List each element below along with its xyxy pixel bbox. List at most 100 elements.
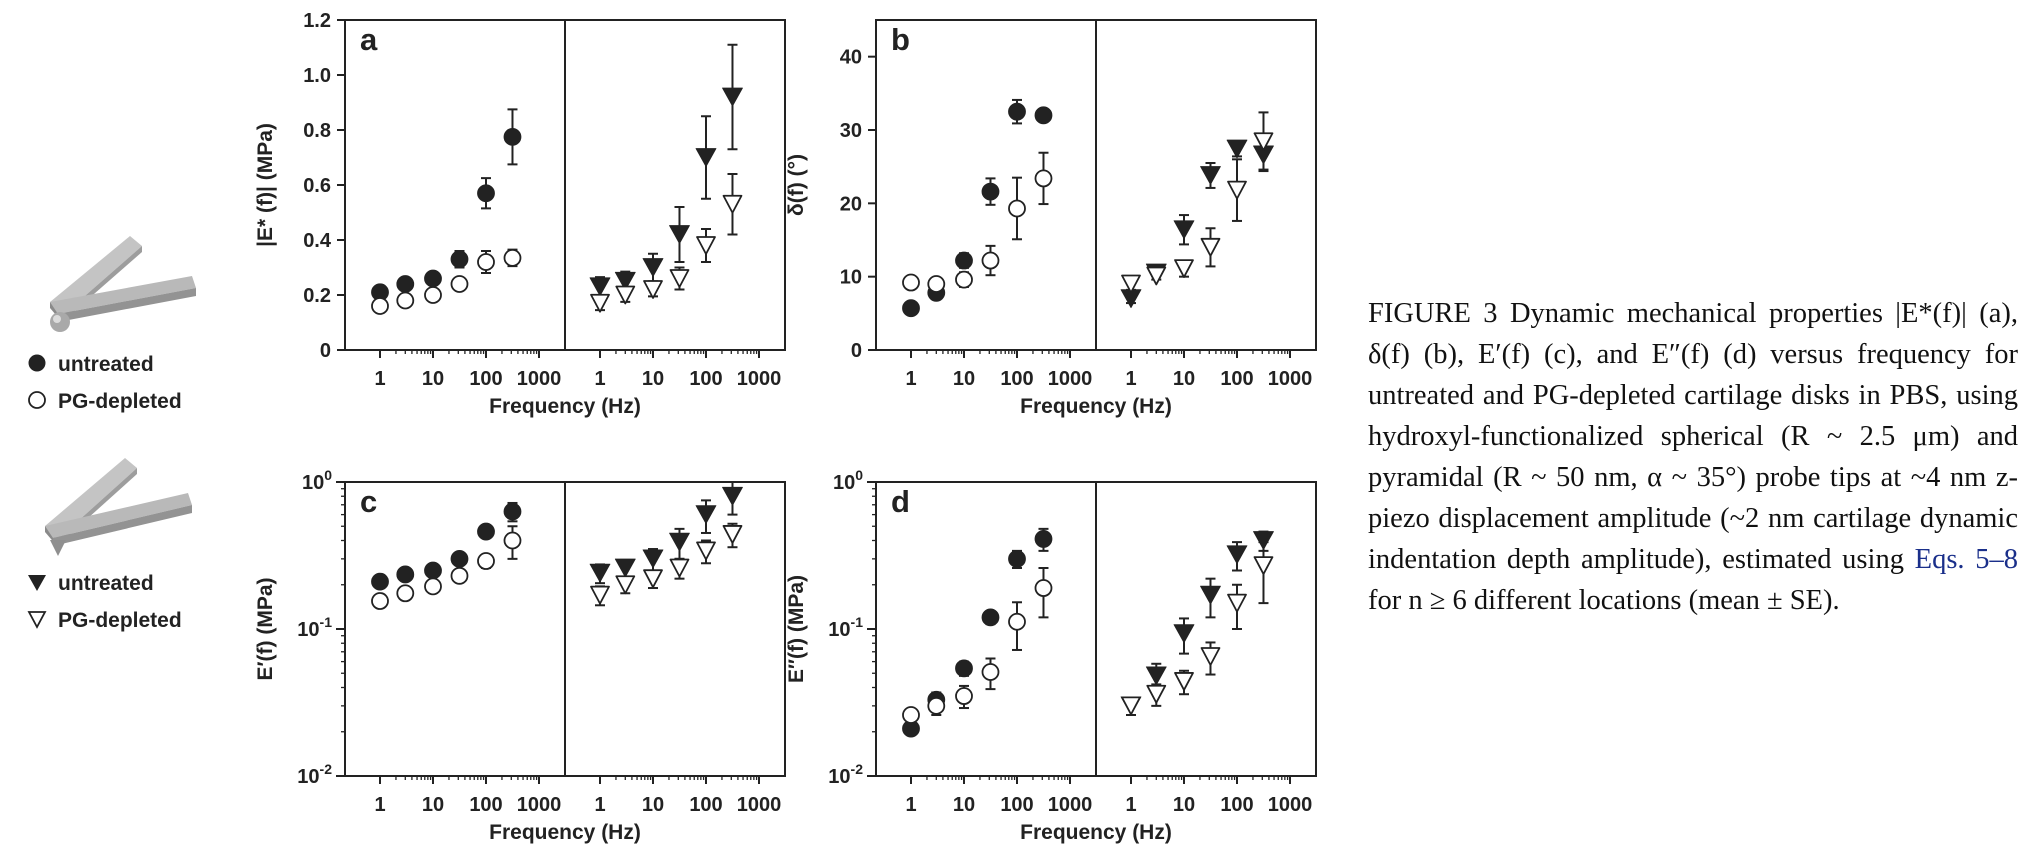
data-point [396,275,415,293]
data-point [1008,102,1026,121]
pyramidal-tip-cantilever-icon [45,458,192,556]
data-point [669,532,690,552]
data-point [1253,531,1274,550]
x-tick-label-a: 1 [374,368,385,390]
data-point [371,592,389,610]
data-point [396,584,415,603]
y-tick-label-d: 10-2 [828,761,863,788]
y-tick-label-b: 0 [851,340,862,362]
pg-depleted-sphere-legend-marker [28,391,46,409]
x-tick-label-c: 100 [469,794,502,816]
data-point [642,549,664,569]
data-point [722,87,743,107]
x-tick-label-a: 10 [642,368,664,390]
data-point [1146,266,1167,286]
data-point [955,251,973,270]
x-tick-label-c: 1 [594,794,605,816]
figure-3: untreated PG-depleted untreated PG-deple… [27,10,1317,844]
data-point [450,566,469,585]
x-tick-label-c: 100 [689,794,722,816]
data-point [477,184,495,203]
data-point [981,251,1000,270]
series-pg-depleted-pyramidal-a [590,173,743,313]
panel-a: a 0 0.2 0.4 0.6 0.8 1.0 1.2 |E* (f)| (MPa) 1 10 100… [254,10,786,418]
panel-letter-b: b [891,22,910,57]
x-tick-label-b: 1 [1125,368,1136,390]
panel-b: b 0 10 20 30 40 δ(f) (°) 1 10 100 1000 1 10 100 1000 Fr… [785,19,1317,418]
x-tick-label-a: 1000 [517,368,562,390]
data-point [1200,166,1221,185]
data-point [1008,612,1026,631]
data-point [1034,579,1053,597]
data-point [396,291,415,310]
data-point [503,248,522,267]
pg-depleted-pyramid-legend-label: PG-depleted [58,609,182,632]
data-point [371,297,389,315]
data-point [1200,237,1221,257]
x-tick-label-a: 1 [594,368,605,390]
panel-letter-c: c [360,484,377,519]
data-point [424,577,442,596]
series-untreated-pyramidal-a [589,43,743,298]
x-tick-label-d: 1 [905,794,916,816]
panel-d: d 10-2 10-1 100 E″(f) (MPa) 1 10 100 1000 1 10 100 1… [785,467,1317,844]
y-axis-label-a: |E* (f)| (MPa) [254,123,277,247]
series-pg-depleted-pyramidal-d [1121,541,1274,716]
data-point [371,572,389,591]
series-untreated-spherical-b [902,98,1053,318]
y-tick-label-a: 0 [320,340,331,362]
x-tick-label-b: 1 [905,368,916,390]
data-point [695,505,717,525]
x-tick-label-b: 10 [1173,368,1195,390]
data-point [722,486,743,506]
data-point [590,293,610,313]
y-tick-label-d: 10-1 [828,614,863,641]
series-untreated-spherical-c [371,501,522,591]
spherical-tip-cantilever-icon [50,236,196,332]
legend: untreated PG-depleted untreated PG-deple… [27,236,196,632]
data-point [1226,545,1248,565]
y-tick-label-b: 30 [840,120,862,142]
y-tick-label-a: 0.2 [303,285,331,307]
x-tick-label-c: 1000 [517,794,562,816]
y-tick-label-a: 0.4 [303,230,332,252]
caption-text: Dynamic mechanical properties |E*(f)| (a… [1368,298,2018,575]
data-point [1008,199,1026,218]
data-point [503,531,522,550]
caption-figure-label: FIGURE 3 [1368,298,1498,329]
data-point [643,569,663,589]
x-tick-label-c: 1 [374,794,385,816]
pg-depleted-sphere-legend-label: PG-depleted [58,390,182,413]
x-tick-label-a: 10 [422,368,444,390]
data-point [1226,139,1248,159]
data-point [1034,169,1053,188]
series-pg-depleted-spherical-d [902,566,1053,724]
series-pg-depleted-spherical-c [371,525,522,610]
data-point [1034,530,1053,548]
x-tick-label-a: 100 [469,368,502,390]
data-point [477,253,495,271]
y-tick-label-c: 10-1 [297,614,332,641]
x-tick-label-d: 1 [1125,794,1136,816]
series-untreated-pyramidal-c [589,481,743,585]
panel-c: c 10-2 10-1 100 E′(f) (MPa) 1 10 100 1000 1 10 100 1… [254,467,786,844]
data-point [981,182,1000,201]
data-point [1121,274,1141,294]
data-point [1174,672,1194,691]
data-point [1146,684,1167,704]
panel-letter-d: d [891,484,910,519]
y-axis-label-c: E′(f) (MPa) [254,577,277,680]
data-point [450,275,469,293]
series-untreated-spherical-d [902,527,1053,738]
y-tick-label-d: 100 [833,467,863,494]
caption-equations-link[interactable]: Eqs. 5–8 [1914,544,2019,575]
data-point [615,575,636,595]
x-tick-label-b: 10 [953,368,975,390]
x-tick-label-d: 100 [1220,794,1253,816]
data-point [643,280,663,299]
data-point [642,258,664,277]
data-point [424,286,442,304]
data-point [1034,106,1053,125]
data-point [722,194,743,214]
x-tick-label-d: 10 [1173,794,1195,816]
